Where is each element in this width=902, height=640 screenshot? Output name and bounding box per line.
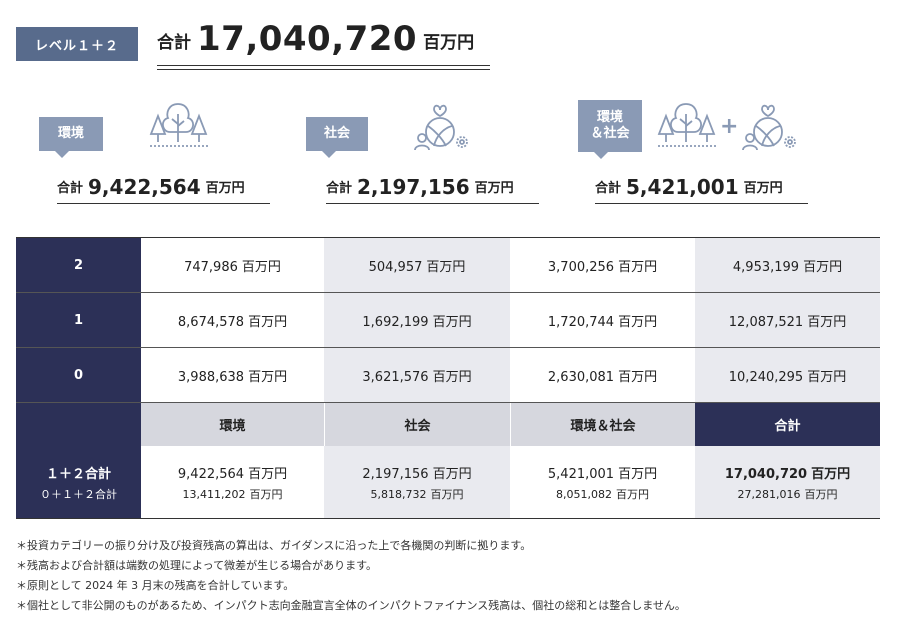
table-cell: 12,087,521 百万円 [695,293,880,347]
level-badge: レベル１＋２ [16,27,138,61]
table-cell: 3,621,576 百万円 [324,348,510,402]
summary-cell-total: 17,040,720 百万円 27,281,016 百万円 [695,446,880,518]
header-total: 合計 [695,403,880,446]
summary-label-main: １＋２合計 [45,466,111,482]
tree-icon [149,103,208,147]
grand-total-label: 合計 [157,33,191,53]
table-cell: 1,720,744 百万円 [510,293,695,347]
summary-cell: 2,197,156 百万円 5,818,732 百万円 [324,446,510,518]
category-total-unit: 百万円 [474,181,514,196]
category-total-label: 合計 [326,181,353,196]
table-row: 1 8,674,578 百万円 1,692,199 百万円 1,720,744 百万円… [16,293,880,348]
category-total-value: 2,197,156 [357,175,470,199]
category-total-value: 5,421,001 [626,175,739,199]
row-label: 1 [16,293,141,347]
category-total-social: 合計 2,197,156 百万円 [326,170,539,204]
table-cell: 4,953,199 百万円 [695,238,880,292]
summary-label-sub: ０＋１＋２合計 [40,487,117,501]
category-total-environment: 合計 9,422,564 百万円 [57,170,270,204]
table-row: 2 747,986 百万円 504,957 百万円 3,700,256 百万円 4,9… [16,238,880,293]
social-icon [742,104,796,151]
level-table: 2 747,986 百万円 504,957 百万円 3,700,256 百万円 4,9… [16,237,880,519]
category-total-label: 合計 [57,181,84,196]
row-label: 0 [16,348,141,402]
table-row: 0 3,988,638 百万円 3,621,576 百万円 2,630,081 百万円… [16,348,880,403]
header-env-social: 環境＆社会 [510,403,695,446]
header-blank [16,403,141,446]
table-cell: 3,700,256 百万円 [510,238,695,292]
category-total-value: 9,422,564 [88,175,201,199]
table-cell: 747,986 百万円 [141,238,324,292]
category-badge-social: 社会 [306,117,368,158]
grand-total-unit: 百万円 [423,33,475,53]
header-environment: 環境 [141,403,324,446]
category-total-label: 合計 [595,181,622,196]
table-cell: 8,674,578 百万円 [141,293,324,347]
category-total-unit: 百万円 [743,181,783,196]
category-total-env-social: 合計 5,421,001 百万円 [595,170,808,204]
grand-total-value: 17,040,720 [197,19,418,59]
tree-icon [657,103,716,147]
plus-icon: + [720,114,739,139]
summary-label: １＋２合計 ０＋１＋２合計 [16,446,141,518]
table-header-row: 環境 社会 環境＆社会 合計 [16,403,880,446]
summary-cell: 9,422,564 百万円 13,411,202 百万円 [141,446,324,518]
grand-total: 合計 17,040,720 百万円 [157,10,490,70]
footnotes: ＊投資カテゴリーの振り分け及び投資残高の算出は、ガイダンスに沿った上で各機関の判… [16,536,686,616]
category-badge-environment: 環境 [39,117,103,158]
table-cell: 1,692,199 百万円 [324,293,510,347]
footnote: ＊残高および合計額は端数の処理によって微差が生じる場合があります。 [16,559,378,572]
header-social: 社会 [324,403,510,446]
category-total-unit: 百万円 [205,181,245,196]
table-cell: 3,988,638 百万円 [141,348,324,402]
footnote: ＊原則として 2024 年 3 月末の残高を合計しています。 [16,579,295,592]
table-cell: 10,240,295 百万円 [695,348,880,402]
table-cell: 504,957 百万円 [324,238,510,292]
table-cell: 2,630,081 百万円 [510,348,695,402]
social-icon [414,104,468,151]
footnote: ＊投資カテゴリーの振り分け及び投資残高の算出は、ガイダンスに沿った上で各機関の判… [16,539,532,552]
table-summary-row: １＋２合計 ０＋１＋２合計 9,422,564 百万円 13,411,202 百万円… [16,446,880,518]
row-label: 2 [16,238,141,292]
footnote: ＊個社として非公開のものがあるため、インパクト志向金融宣言全体のインパクトファイ… [16,599,686,612]
summary-cell: 5,421,001 百万円 8,051,082 百万円 [510,446,695,518]
category-badge-env-social: 環境 ＆社会 [578,100,642,159]
